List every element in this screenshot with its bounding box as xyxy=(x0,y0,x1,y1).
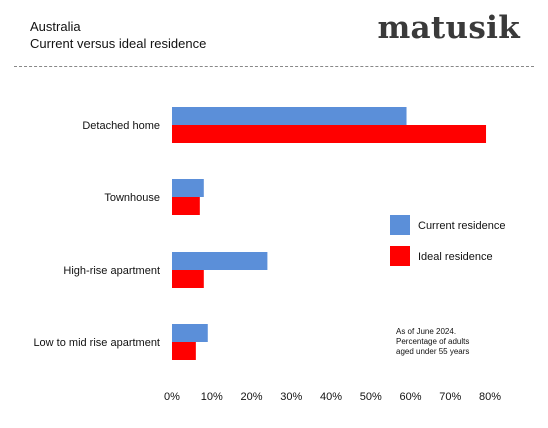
chart-subtitle: Current versus ideal residence xyxy=(30,36,207,51)
legend-swatch-current xyxy=(390,215,410,235)
bar-ideal xyxy=(172,125,487,143)
x-tick-label: 70% xyxy=(439,391,461,403)
bar-ideal xyxy=(172,270,204,288)
x-tick-label: 40% xyxy=(320,391,342,403)
x-tick-label: 30% xyxy=(280,391,302,403)
header-divider xyxy=(14,66,534,67)
footnote-line-1: As of June 2024. xyxy=(396,327,457,336)
bar-current xyxy=(172,252,268,270)
bar-ideal xyxy=(172,197,200,215)
category-label: Detached home xyxy=(82,120,160,132)
footnote-line-2: Percentage of adults xyxy=(396,337,470,346)
x-tick-label: 20% xyxy=(240,391,262,403)
x-tick-label: 80% xyxy=(479,391,501,403)
x-tick-label: 50% xyxy=(360,391,382,403)
x-tick-label: 60% xyxy=(399,391,421,403)
legend-label: Ideal residence xyxy=(418,251,493,263)
bar-current xyxy=(172,107,407,125)
chart-footnote: As of June 2024. Percentage of adults ag… xyxy=(396,327,536,357)
brand-logo: matusik xyxy=(377,10,520,46)
bar-current xyxy=(172,179,204,197)
x-tick-label: 0% xyxy=(164,391,180,403)
category-label: Low to mid rise apartment xyxy=(33,337,160,349)
x-tick-label: 10% xyxy=(201,391,223,403)
footnote-line-3: aged under 55 years xyxy=(396,347,470,356)
bar-current xyxy=(172,324,208,342)
category-label: Townhouse xyxy=(104,192,160,204)
bar-ideal xyxy=(172,342,196,360)
legend-swatch-ideal xyxy=(390,246,410,266)
chart-title: Australia xyxy=(30,19,81,34)
legend-label: Current residence xyxy=(418,220,505,232)
category-label: High-rise apartment xyxy=(63,265,160,277)
